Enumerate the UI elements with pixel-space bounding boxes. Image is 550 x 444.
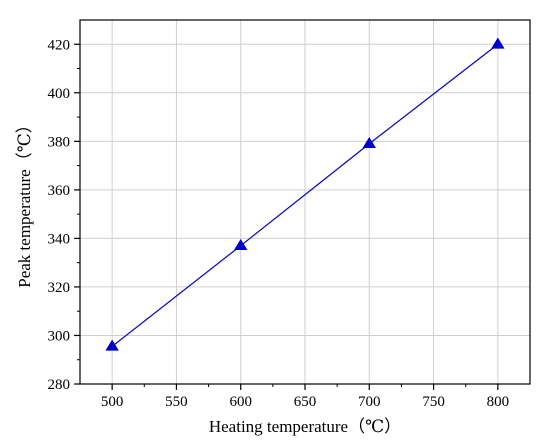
data-point [491,37,505,49]
y-tick-label: 340 [48,231,71,247]
data-point [234,238,248,250]
data-point [105,339,119,351]
x-tick-label: 800 [487,394,510,410]
x-axis-title: Heating temperature（℃） [209,417,401,436]
x-tick-label: 600 [229,394,252,410]
y-tick-label: 280 [48,377,71,393]
y-tick-label: 380 [48,134,71,150]
series-line [111,43,499,347]
x-tick-label: 650 [294,394,317,410]
series [105,37,505,351]
y-tick-label: 420 [48,37,71,53]
y-tick-label: 360 [48,183,71,199]
data-point [362,136,376,149]
y-axis-title: Peak temperature（℃） [15,116,34,288]
x-tick-label: 750 [422,394,445,410]
x-tick-label: 550 [165,394,188,410]
y-tick-labels: 280 300 320 340 360 380 400 420 [48,37,71,393]
x-tick-label: 700 [358,394,381,410]
x-tick-labels: 500 550 600 650 700 750 800 [101,394,509,410]
x-tick-label: 500 [101,394,124,410]
ticks [74,43,499,390]
y-tick-label: 300 [48,328,71,344]
y-tick-label: 320 [48,280,71,296]
y-tick-label: 400 [48,86,71,102]
grid [80,20,530,384]
